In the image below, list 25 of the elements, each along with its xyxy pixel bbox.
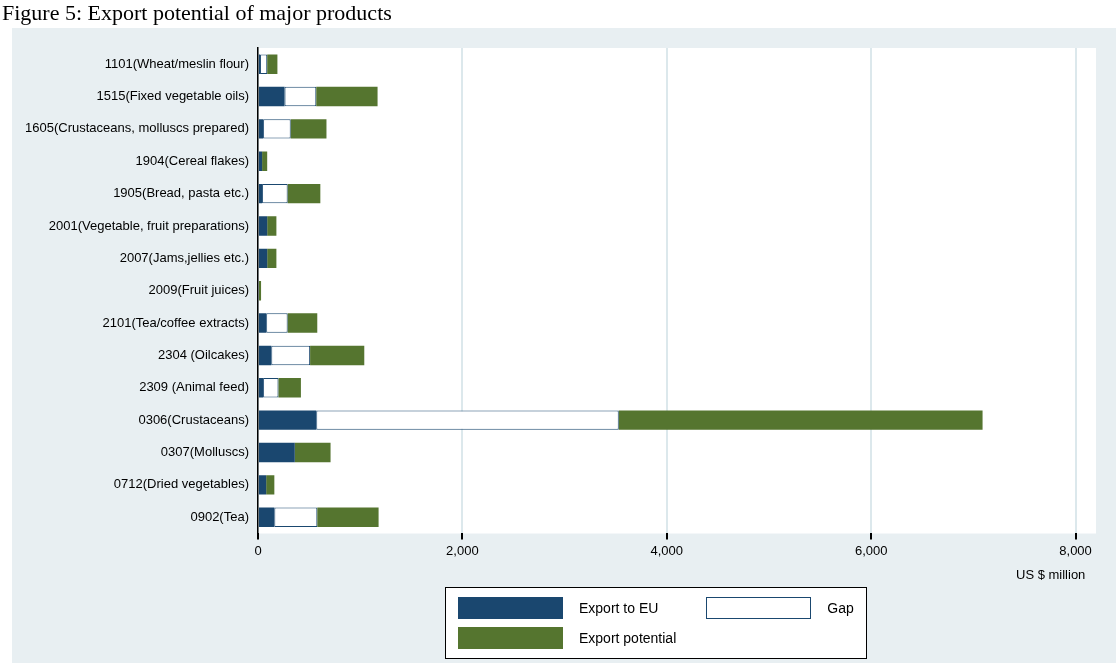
x-tick-label: 0 <box>254 542 262 558</box>
y-tick-label: 2001(Vegetable, fruit preparations) <box>48 217 249 233</box>
x-tick-label: 4,000 <box>650 542 684 558</box>
y-tick-label: 1905(Bread, pasta etc.) <box>113 185 249 201</box>
chart-title: Figure 5: Export potential of major products <box>2 0 392 26</box>
text: Gap <box>827 600 854 616</box>
y-tick-label: 0712(Dried vegetables) <box>113 476 249 492</box>
y-tick-label: 1515(Fixed vegetable oils) <box>96 88 249 104</box>
y-tick-label: 1101(Wheat/meslin flour) <box>104 55 249 71</box>
y-tick-label: 0307(Molluscs) <box>160 444 249 460</box>
y-tick-label: 2304 (Oilcakes) <box>157 347 249 362</box>
y-tick-label: 1605(Crustaceans, molluscs prepared) <box>25 120 249 136</box>
text: Export to EU <box>578 600 659 616</box>
y-tick-label: 2007(Jams,jellies etc.) <box>119 249 249 265</box>
y-tick-label: 0306(Crustaceans) <box>138 411 249 427</box>
y-tick-label: 2009(Fruit juices) <box>148 282 249 298</box>
y-tick-label: 1904(Cereal flakes) <box>135 152 249 168</box>
x-tick-label: 6,000 <box>854 542 888 558</box>
x-axis-title: US $ million <box>1016 567 1086 582</box>
text: Export potential <box>578 630 677 646</box>
y-tick-label: 2309 (Animal feed) <box>139 379 249 395</box>
x-tick-label: 2,000 <box>446 542 479 558</box>
y-tick-label: 2101(Tea/coffee extracts) <box>102 314 249 330</box>
y-tick-label: 0902(Tea) <box>190 508 249 524</box>
x-tick-label: 8,000 <box>1059 542 1092 558</box>
